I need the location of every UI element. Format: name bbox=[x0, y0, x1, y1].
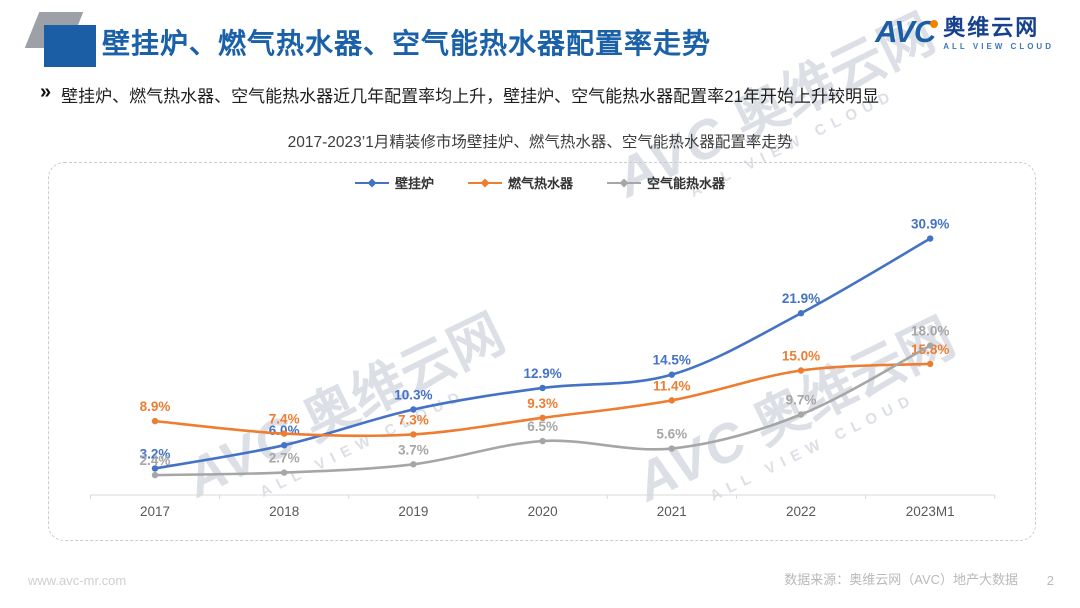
value-label: 2.4% bbox=[140, 453, 171, 468]
value-label: 12.9% bbox=[523, 366, 561, 381]
key-finding: » 壁挂炉、燃气热水器、空气能热水器近几年配置率均上升，壁挂炉、空气能热水器配置… bbox=[40, 82, 879, 107]
page-title: 壁挂炉、燃气热水器、空气能热水器配置率走势 bbox=[102, 28, 712, 59]
data-point bbox=[668, 445, 675, 452]
key-finding-text: 壁挂炉、燃气热水器、空气能热水器近几年配置率均上升，壁挂炉、空气能热水器配置率2… bbox=[61, 87, 880, 106]
legend-item-1: 燃气热水器 bbox=[467, 173, 573, 192]
data-point bbox=[151, 471, 159, 479]
x-tick-label: 2017 bbox=[140, 504, 170, 519]
value-label: 9.3% bbox=[527, 396, 558, 411]
double-chevron-bullet-icon: » bbox=[40, 81, 52, 103]
chart-title: 2017-2023’1月精装修市场壁挂炉、燃气热水器、空气能热水器配置率走势 bbox=[287, 134, 793, 151]
legend-marker-icon bbox=[354, 178, 389, 187]
value-label: 15.0% bbox=[782, 349, 820, 364]
value-label: 11.4% bbox=[653, 378, 691, 393]
value-label: 6.5% bbox=[527, 419, 558, 434]
data-point bbox=[668, 397, 675, 404]
legend-marker-icon bbox=[467, 178, 502, 187]
avc-brand-logo: AVC 奥维云网 ALL VIEW CLOUD bbox=[875, 14, 1054, 52]
value-label: 2.7% bbox=[269, 451, 300, 466]
website-url: www.avc-mr.com bbox=[28, 573, 127, 588]
page-number: 2 bbox=[1046, 573, 1054, 588]
x-tick-label: 2020 bbox=[528, 504, 558, 519]
brand-name-cn: 奥维云网 bbox=[943, 15, 1040, 40]
value-label: 7.4% bbox=[269, 412, 300, 427]
data-point bbox=[539, 437, 546, 445]
data-point bbox=[410, 431, 417, 438]
slide-corner-logo bbox=[16, 10, 106, 72]
data-point bbox=[927, 235, 934, 242]
legend-item-0: 壁挂炉 bbox=[354, 173, 434, 192]
data-point bbox=[151, 417, 159, 425]
logo-parallelogram-blue bbox=[44, 25, 96, 67]
legend-label: 燃气热水器 bbox=[507, 176, 573, 191]
x-tick-label: 2021 bbox=[657, 504, 687, 519]
x-tick-label: 2019 bbox=[398, 504, 428, 519]
data-point bbox=[281, 469, 288, 476]
data-point bbox=[668, 371, 675, 378]
x-tick-label: 2022 bbox=[786, 504, 816, 519]
value-label: 18.0% bbox=[911, 324, 949, 339]
avc-logo-text: AVC bbox=[875, 14, 936, 49]
data-point bbox=[927, 360, 934, 368]
chart-card bbox=[48, 162, 1036, 541]
data-point bbox=[281, 442, 288, 449]
value-label: 10.3% bbox=[394, 388, 432, 403]
value-label: 5.6% bbox=[656, 427, 687, 442]
value-label: 30.9% bbox=[911, 217, 949, 232]
value-label: 9.7% bbox=[786, 392, 817, 407]
data-point bbox=[797, 310, 805, 317]
legend-label: 壁挂炉 bbox=[394, 176, 434, 191]
line-chart: 2017201820192020202120222023M13.2%6.0%10… bbox=[89, 217, 996, 519]
data-point bbox=[797, 367, 805, 374]
legend-item-2: 空气能热水器 bbox=[607, 173, 725, 192]
x-tick-label: 2018 bbox=[269, 504, 299, 519]
data-point bbox=[539, 414, 546, 422]
chart-legend: 壁挂炉 燃气热水器 空气能热水器 bbox=[0, 173, 1080, 192]
avc-logo-orange-dot bbox=[930, 20, 939, 28]
brand-name-en: ALL VIEW CLOUD bbox=[943, 42, 1054, 52]
data-point bbox=[797, 411, 805, 418]
value-label: 7.3% bbox=[398, 412, 429, 427]
data-point bbox=[410, 406, 417, 413]
data-point bbox=[281, 430, 288, 437]
value-label: 21.9% bbox=[782, 291, 820, 306]
data-source-note: 数据来源：奥维云网（AVC）地产大数据 bbox=[784, 572, 1018, 587]
legend-label: 空气能热水器 bbox=[647, 176, 726, 191]
data-point bbox=[927, 342, 934, 349]
value-label: 8.9% bbox=[140, 399, 171, 414]
value-label: 3.2% bbox=[140, 446, 171, 461]
data-point bbox=[539, 384, 546, 392]
value-label: 14.5% bbox=[653, 353, 691, 368]
value-label: 15.8% bbox=[911, 342, 949, 357]
data-point bbox=[410, 461, 417, 468]
value-label: 3.7% bbox=[398, 442, 429, 457]
x-tick-label: 2023M1 bbox=[906, 504, 955, 519]
data-point bbox=[151, 465, 159, 472]
legend-marker-icon bbox=[607, 178, 641, 187]
